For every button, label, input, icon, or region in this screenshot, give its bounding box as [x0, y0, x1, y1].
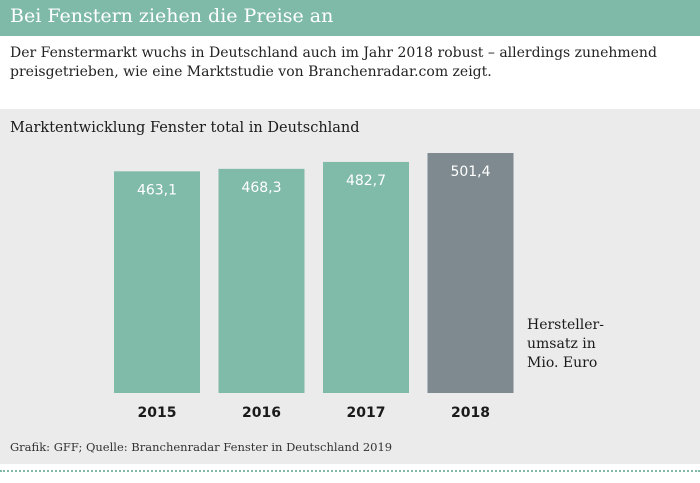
header-bar: Bei Fenstern ziehen die Preise an [0, 0, 700, 36]
footer-divider [0, 470, 700, 472]
chart-title: Marktentwicklung Fenster total in Deutsc… [10, 120, 360, 136]
x-tick-label: 2017 [347, 405, 386, 421]
bar-value-label: 468,3 [241, 180, 281, 196]
bar-value-label: 501,4 [450, 164, 490, 180]
y-axis-unit-label: Hersteller- umsatz in Mio. Euro [527, 316, 647, 373]
bar-value-label: 482,7 [346, 173, 386, 189]
chart-panel: Marktentwicklung Fenster total in Deutsc… [0, 109, 700, 464]
x-tick-label: 2018 [451, 405, 490, 421]
unit-label-line-3: Mio. Euro [527, 355, 598, 371]
bar-chart: 463,1 2015 468,3 2016 482,7 2017 501,4 2018 [114, 153, 514, 421]
bar-2016 [218, 168, 305, 393]
unit-label-line-1: Hersteller- [527, 317, 604, 333]
bar-2017 [323, 161, 409, 393]
source-note: Grafik: GFF; Quelle: Branchenradar Fenst… [10, 440, 393, 454]
bar-2015 [114, 171, 200, 393]
unit-label-line-2: umsatz in [527, 336, 596, 352]
page-title: Bei Fenstern ziehen die Preise an [10, 5, 334, 27]
bar-value-label: 463,1 [137, 182, 177, 198]
x-tick-label: 2015 [138, 405, 177, 421]
intro-text: Der Fenstermarkt wuchs in Deutschland au… [10, 45, 657, 80]
bar-2018 [427, 153, 514, 393]
x-tick-label: 2016 [242, 405, 281, 421]
